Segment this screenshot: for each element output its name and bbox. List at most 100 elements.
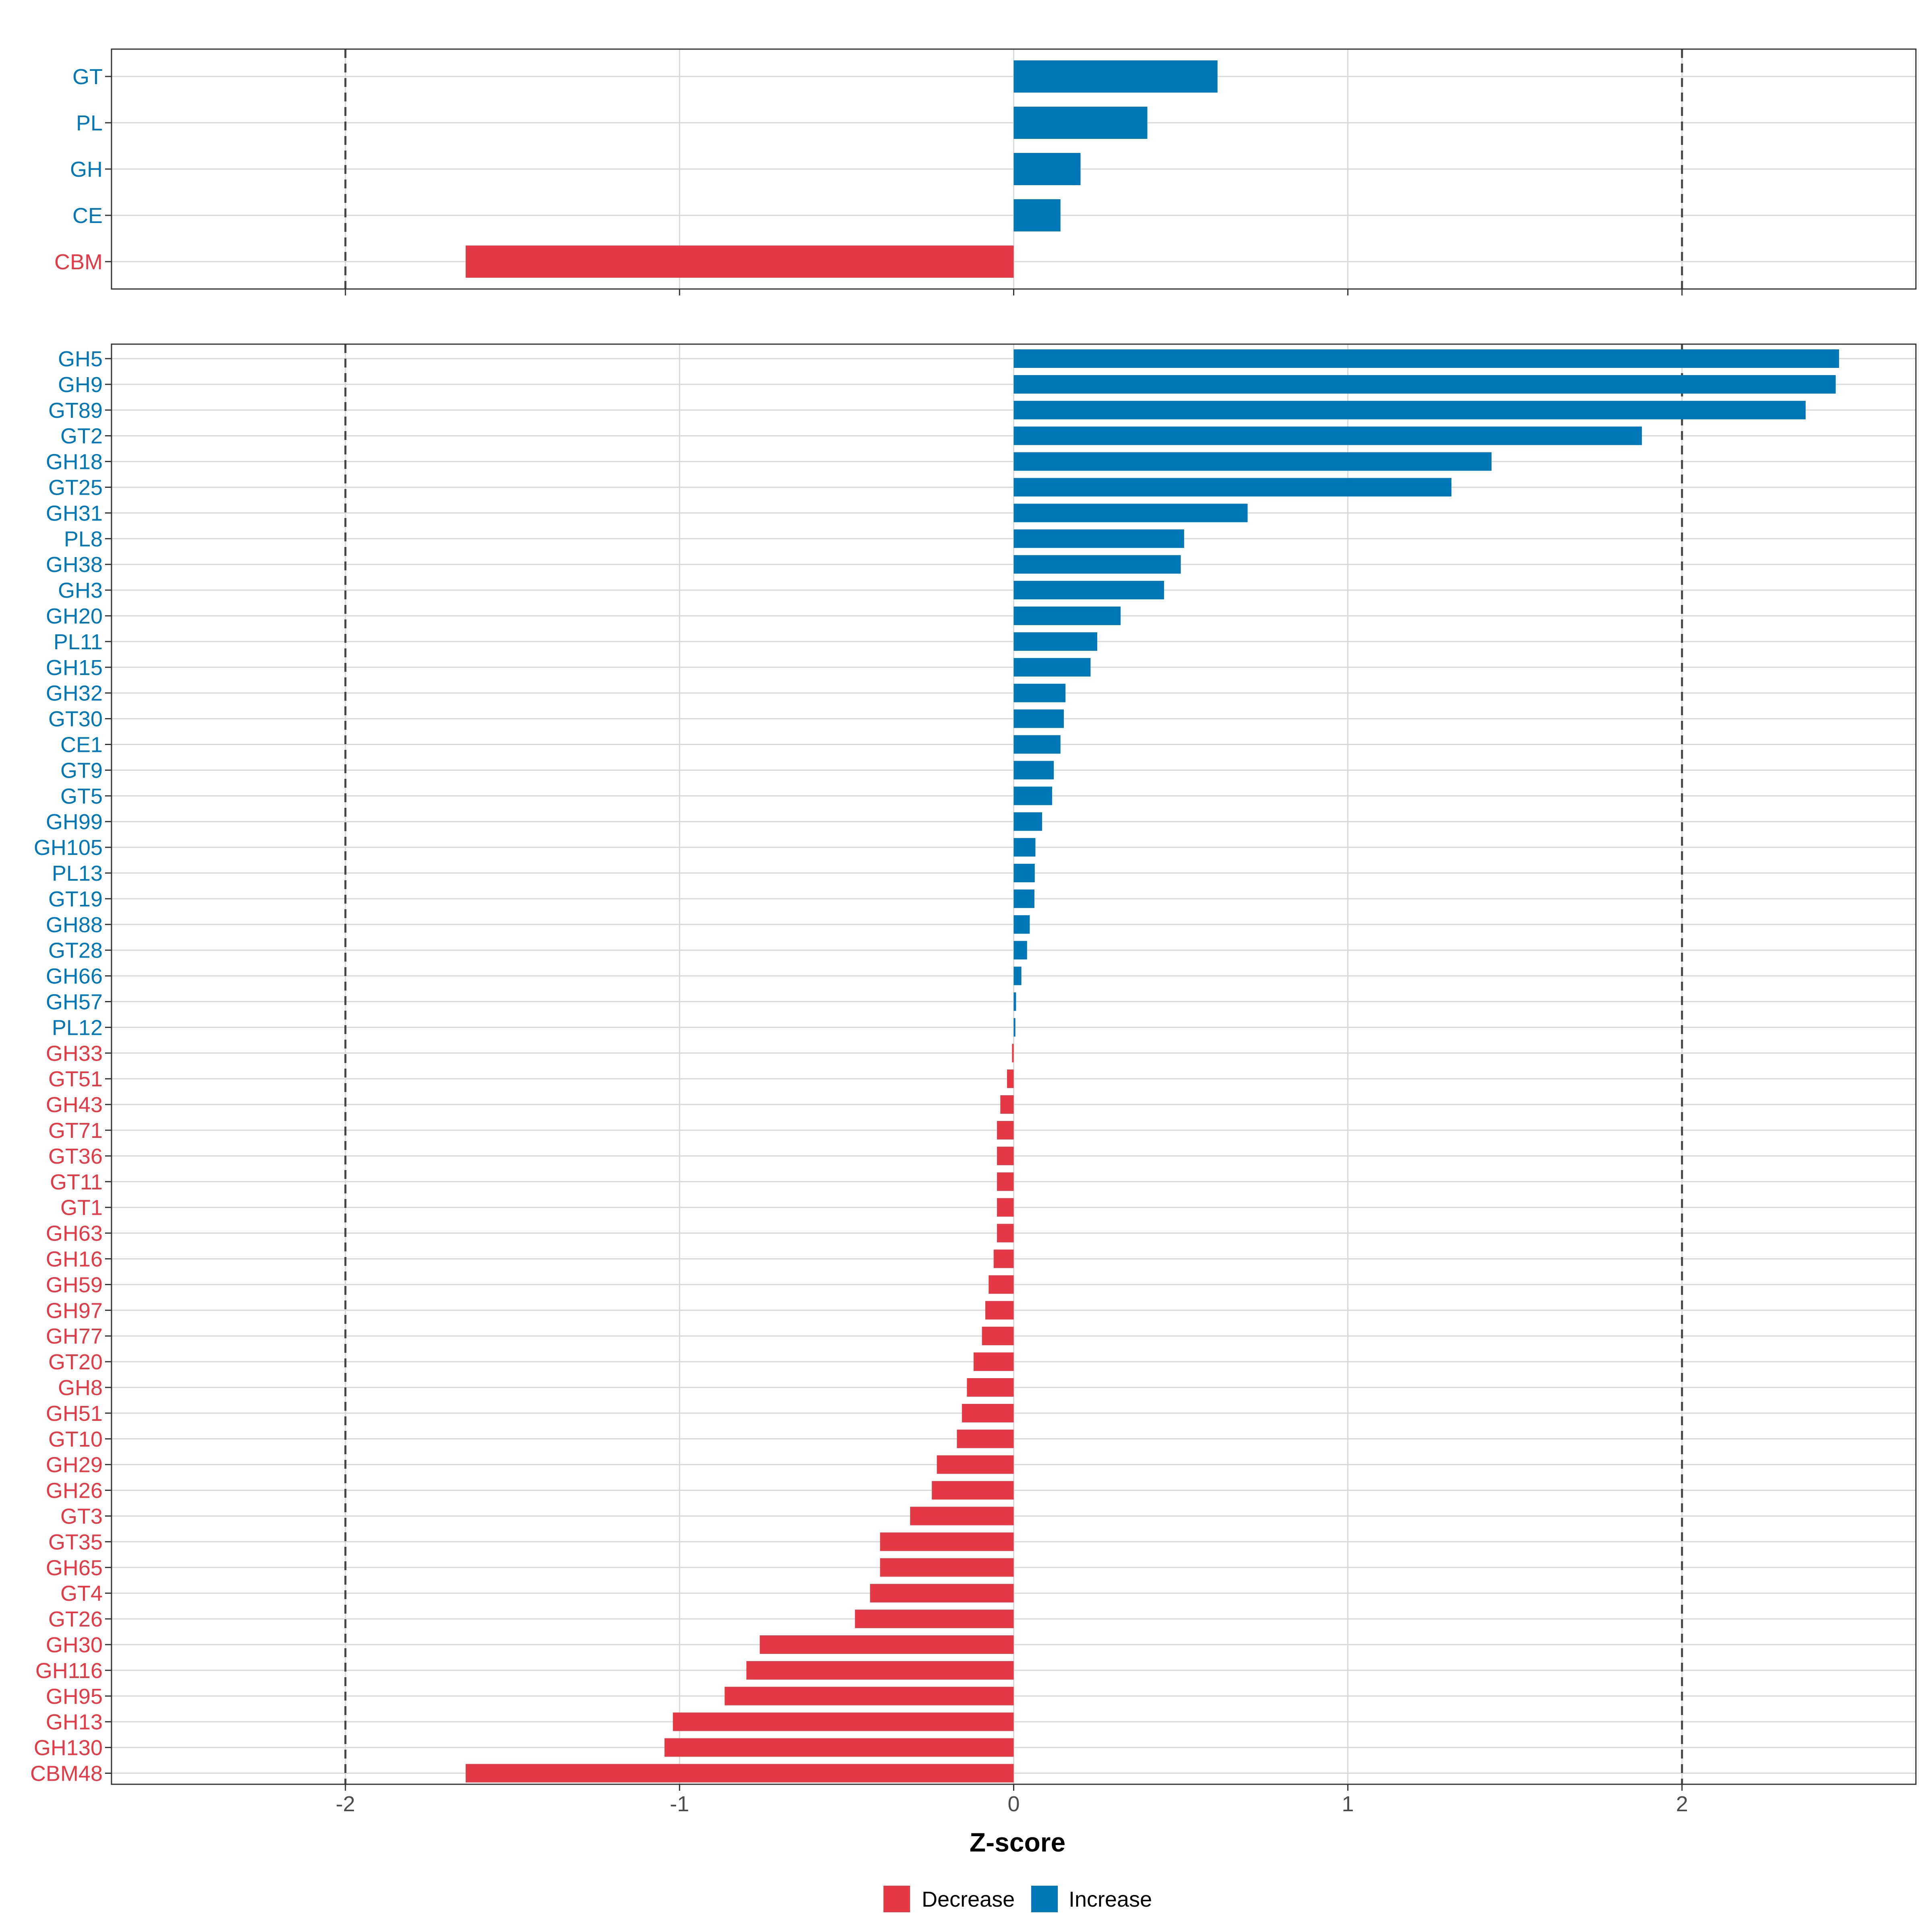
category-label-gh26: GH26 <box>46 1479 103 1503</box>
category-label-gh16: GH16 <box>46 1247 103 1271</box>
bar-gh <box>1013 153 1081 185</box>
legend-label-increase: Increase <box>1069 1887 1152 1911</box>
category-label-gt9: GT9 <box>60 758 103 782</box>
bar-gh65 <box>880 1558 1014 1577</box>
bar-gt5 <box>1013 786 1052 805</box>
bar-gt19 <box>1013 889 1034 908</box>
bar-gt51 <box>1007 1069 1014 1088</box>
category-label-gh88: GH88 <box>46 913 103 937</box>
bar-pl <box>1013 107 1148 139</box>
bar-gt11 <box>997 1172 1014 1191</box>
category-label-gt35: GT35 <box>48 1530 103 1554</box>
bar-gh57 <box>1013 992 1016 1011</box>
legend-swatch-increase <box>1031 1886 1058 1912</box>
bar-gt3 <box>910 1507 1014 1525</box>
category-label-pl11: PL11 <box>54 630 103 654</box>
bar-cbm <box>465 246 1014 278</box>
category-label-gh20: GH20 <box>46 604 103 628</box>
category-label-gh66: GH66 <box>46 964 103 989</box>
category-label-gh63: GH63 <box>46 1222 103 1246</box>
bar-pl12 <box>1013 1018 1016 1037</box>
category-label-ce1: CE1 <box>60 733 103 757</box>
bar-gh66 <box>1013 966 1022 985</box>
family-panel: GT PL GH CE CBM <box>54 48 1917 295</box>
bar-gh15 <box>1013 658 1091 677</box>
bar-gh33 <box>1012 1044 1014 1063</box>
category-label-gh95: GH95 <box>46 1684 103 1709</box>
category-label-pl8: PL8 <box>64 527 103 551</box>
category-label-gt10: GT10 <box>48 1427 103 1451</box>
category-label-gh97: GH97 <box>46 1298 103 1323</box>
bar-gt1 <box>997 1198 1014 1217</box>
category-label-gt: GT <box>72 65 103 89</box>
category-label-gh116: GH116 <box>35 1659 103 1683</box>
subfamily-panel: GH5GH9GT89GT2GH18GT25GH31PL8GH38GH3GH20P… <box>30 343 1917 1791</box>
bar-gt20 <box>973 1352 1014 1371</box>
bar-gh30 <box>760 1635 1014 1654</box>
category-label-gt11: GT11 <box>50 1170 103 1194</box>
category-label-gh65: GH65 <box>46 1556 103 1580</box>
category-label-gh9: GH9 <box>58 373 103 397</box>
bar-gh18 <box>1013 452 1492 471</box>
bar-gh38 <box>1013 555 1181 574</box>
category-label-gh32: GH32 <box>46 681 103 706</box>
bar-gh43 <box>1000 1095 1014 1114</box>
x-tick-label: 0 <box>1007 1792 1020 1816</box>
bar-cbm48 <box>465 1764 1014 1783</box>
category-label-gt89: GT89 <box>48 398 103 423</box>
category-label-gt26: GT26 <box>48 1607 103 1631</box>
category-label-cbm: CBM <box>54 250 103 274</box>
bar-gh13 <box>673 1712 1014 1731</box>
bar-gh8 <box>967 1378 1014 1397</box>
bar-gh5 <box>1013 349 1839 368</box>
category-label-gh57: GH57 <box>46 990 103 1014</box>
bar-gh29 <box>937 1455 1014 1474</box>
bar-gh97 <box>985 1301 1014 1320</box>
x-axis: -2 -1 0 1 2 <box>336 1792 1688 1816</box>
x-tick-label: -2 <box>336 1792 355 1816</box>
bar-gt36 <box>997 1146 1014 1165</box>
category-label-gt1: GT1 <box>60 1196 103 1220</box>
bar-gh3 <box>1013 581 1164 600</box>
bar-gt25 <box>1013 478 1452 497</box>
bar-gh99 <box>1013 812 1042 831</box>
category-label-gh: GH <box>70 157 103 182</box>
x-tick-label: -1 <box>670 1792 689 1816</box>
category-label-gt19: GT19 <box>48 887 103 911</box>
category-label-gt20: GT20 <box>48 1350 103 1374</box>
bar-gh63 <box>997 1224 1014 1243</box>
category-label-gt28: GT28 <box>48 939 103 963</box>
bar-gt10 <box>957 1429 1014 1448</box>
x-tick-label: 1 <box>1342 1792 1354 1816</box>
category-label-gt3: GT3 <box>60 1505 103 1529</box>
category-label-gh18: GH18 <box>46 450 103 474</box>
category-label-gh130: GH130 <box>34 1736 103 1760</box>
bar-gh20 <box>1013 607 1121 625</box>
bar-pl8 <box>1013 529 1184 548</box>
category-label-gh30: GH30 <box>46 1633 103 1657</box>
category-label-gh29: GH29 <box>46 1453 103 1477</box>
bar-gt28 <box>1013 941 1027 960</box>
category-label-gh13: GH13 <box>46 1710 103 1734</box>
bar-gh88 <box>1013 915 1030 934</box>
bar-gt2 <box>1013 426 1642 445</box>
bar-gt4 <box>870 1584 1014 1603</box>
bar-gt26 <box>855 1610 1014 1629</box>
category-label-gt2: GT2 <box>60 424 103 448</box>
bar-gt30 <box>1013 709 1064 728</box>
bar-gh32 <box>1013 683 1066 702</box>
category-label-gh31: GH31 <box>46 501 103 525</box>
category-label-pl: PL <box>76 111 103 135</box>
bar-gh9 <box>1013 375 1836 394</box>
legend-swatch-decrease <box>883 1886 910 1912</box>
legend-label-decrease: Decrease <box>922 1887 1015 1911</box>
category-label-gt5: GT5 <box>60 784 103 808</box>
category-label-gh105: GH105 <box>34 836 103 860</box>
bar-gh16 <box>993 1249 1014 1268</box>
category-label-gh3: GH3 <box>58 578 103 603</box>
bar-gt <box>1013 60 1218 93</box>
category-label-gh15: GH15 <box>46 656 103 680</box>
bar-ce <box>1013 199 1061 231</box>
bar-gh105 <box>1013 838 1036 857</box>
